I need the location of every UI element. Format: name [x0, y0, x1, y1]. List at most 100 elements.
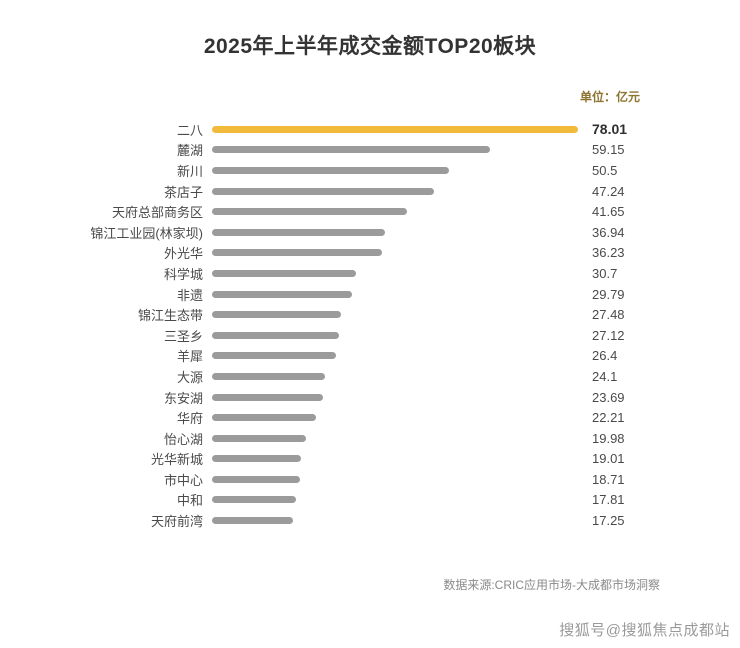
- chart-row: 华府 22.21: [0, 407, 740, 428]
- bar-track: [212, 393, 578, 401]
- bar-track: [212, 146, 578, 154]
- chart-row: 新川 50.5: [0, 160, 740, 181]
- category-label: 光华新城: [150, 452, 203, 468]
- bar: [212, 290, 352, 298]
- bar-track: [212, 249, 578, 257]
- chart-row: 怡心湖 19.98: [0, 428, 740, 449]
- category-label: 麓湖: [176, 143, 203, 159]
- chart-row: 羊犀 26.4: [0, 346, 740, 367]
- bar: [212, 331, 340, 339]
- chart-row: 天府总部商务区 41.65: [0, 201, 740, 222]
- watermark: 搜狐号@搜狐焦点成都站: [559, 622, 730, 639]
- bar: [212, 414, 317, 422]
- bar: [212, 125, 578, 133]
- chart-row: 外光华 36.23: [0, 243, 740, 264]
- chart-row: 二八 78.01: [0, 119, 740, 140]
- chart-row: 三圣乡 27.12: [0, 325, 740, 346]
- bar-track: [212, 496, 578, 504]
- category-label: 东安湖: [163, 390, 203, 406]
- bar-track: [212, 475, 578, 483]
- category-label: 羊犀: [176, 349, 203, 365]
- category-label: 三圣乡: [163, 328, 203, 344]
- bar-track: [212, 434, 578, 442]
- category-label: 茶店子: [163, 184, 203, 200]
- bar: [212, 269, 357, 277]
- chart-rows: 二八 78.01 麓湖 59.15 新川 50.5 茶店子 47.24 天府总部商务区 41.65…: [0, 119, 740, 531]
- bar: [212, 166, 449, 174]
- category-label: 大源: [176, 369, 203, 385]
- category-label: 天府总部商务区: [111, 205, 203, 221]
- category-label: 科学城: [163, 266, 203, 282]
- value-label: 17.81: [592, 492, 625, 508]
- value-label: 26.4: [592, 348, 618, 364]
- category-label: 华府: [176, 411, 203, 427]
- bar-track: [212, 269, 578, 277]
- bar-track: [212, 311, 578, 319]
- chart-row: 锦江生态带 27.48: [0, 304, 740, 325]
- bar-track: [212, 331, 578, 339]
- category-label: 市中心: [163, 472, 203, 488]
- category-label: 外光华: [163, 246, 203, 262]
- bar-track: [212, 414, 578, 422]
- bar: [212, 393, 324, 401]
- bar-chart: 二八 78.01 麓湖 59.15 新川 50.5 茶店子 47.24 天府总部商务区 41.65…: [0, 119, 740, 531]
- bar: [212, 496, 296, 504]
- value-label: 22.21: [592, 410, 625, 426]
- data-source-note: 数据来源:CRIC应用市场-大成都市场洞察: [443, 578, 660, 592]
- value-label: 27.12: [592, 327, 625, 343]
- value-label: 36.94: [592, 224, 625, 240]
- bar: [212, 311, 341, 319]
- chart-row: 锦江工业园(林家坝) 36.94: [0, 222, 740, 243]
- chart-row: 中和 17.81: [0, 490, 740, 511]
- value-label: 24.1: [592, 368, 618, 384]
- bar: [212, 455, 302, 463]
- bar: [212, 434, 306, 442]
- value-label: 27.48: [592, 307, 625, 323]
- bar: [212, 208, 408, 216]
- category-label: 锦江生态带: [137, 308, 203, 324]
- bar: [212, 517, 293, 525]
- category-label: 非遗: [176, 287, 203, 303]
- bar-track: [212, 208, 578, 216]
- unit-label: 单位：亿元: [579, 90, 640, 104]
- chart-row: 科学城 30.7: [0, 263, 740, 284]
- bar-track: [212, 352, 578, 360]
- bar-track: [212, 290, 578, 298]
- value-label: 19.01: [592, 451, 625, 467]
- chart-title: 2025年上半年成交金额TOP20板块: [203, 35, 537, 58]
- bar-track: [212, 166, 578, 174]
- category-label: 锦江工业园(林家坝): [90, 225, 203, 241]
- bar: [212, 352, 336, 360]
- chart-row: 非遗 29.79: [0, 284, 740, 305]
- value-label: 59.15: [592, 142, 625, 158]
- value-label: 23.69: [592, 389, 625, 405]
- bar: [212, 228, 386, 236]
- value-label: 18.71: [592, 471, 625, 487]
- value-label: 17.25: [592, 513, 625, 529]
- bar: [212, 372, 326, 380]
- bar-track: [212, 125, 578, 133]
- value-label: 36.23: [592, 245, 625, 261]
- chart-row: 东安湖 23.69: [0, 387, 740, 408]
- bar: [212, 187, 434, 195]
- chart-row: 麓湖 59.15: [0, 140, 740, 161]
- category-label: 二八: [176, 122, 203, 138]
- value-label: 50.5: [592, 162, 618, 178]
- bar: [212, 249, 382, 257]
- chart-row: 大源 24.1: [0, 366, 740, 387]
- bar-track: [212, 372, 578, 380]
- category-label: 新川: [176, 163, 203, 179]
- chart-row: 天府前湾 17.25: [0, 510, 740, 531]
- value-label: 47.24: [592, 183, 625, 199]
- bar-track: [212, 187, 578, 195]
- bar-track: [212, 228, 578, 236]
- chart-row: 市中心 18.71: [0, 469, 740, 490]
- value-label: 41.65: [592, 204, 625, 220]
- value-label: 30.7: [592, 265, 618, 281]
- value-label: 78.01: [592, 121, 628, 138]
- category-label: 中和: [176, 493, 203, 509]
- bar-track: [212, 455, 578, 463]
- value-label: 29.79: [592, 286, 625, 302]
- category-label: 天府前湾: [150, 514, 203, 530]
- chart-row: 光华新城 19.01: [0, 449, 740, 470]
